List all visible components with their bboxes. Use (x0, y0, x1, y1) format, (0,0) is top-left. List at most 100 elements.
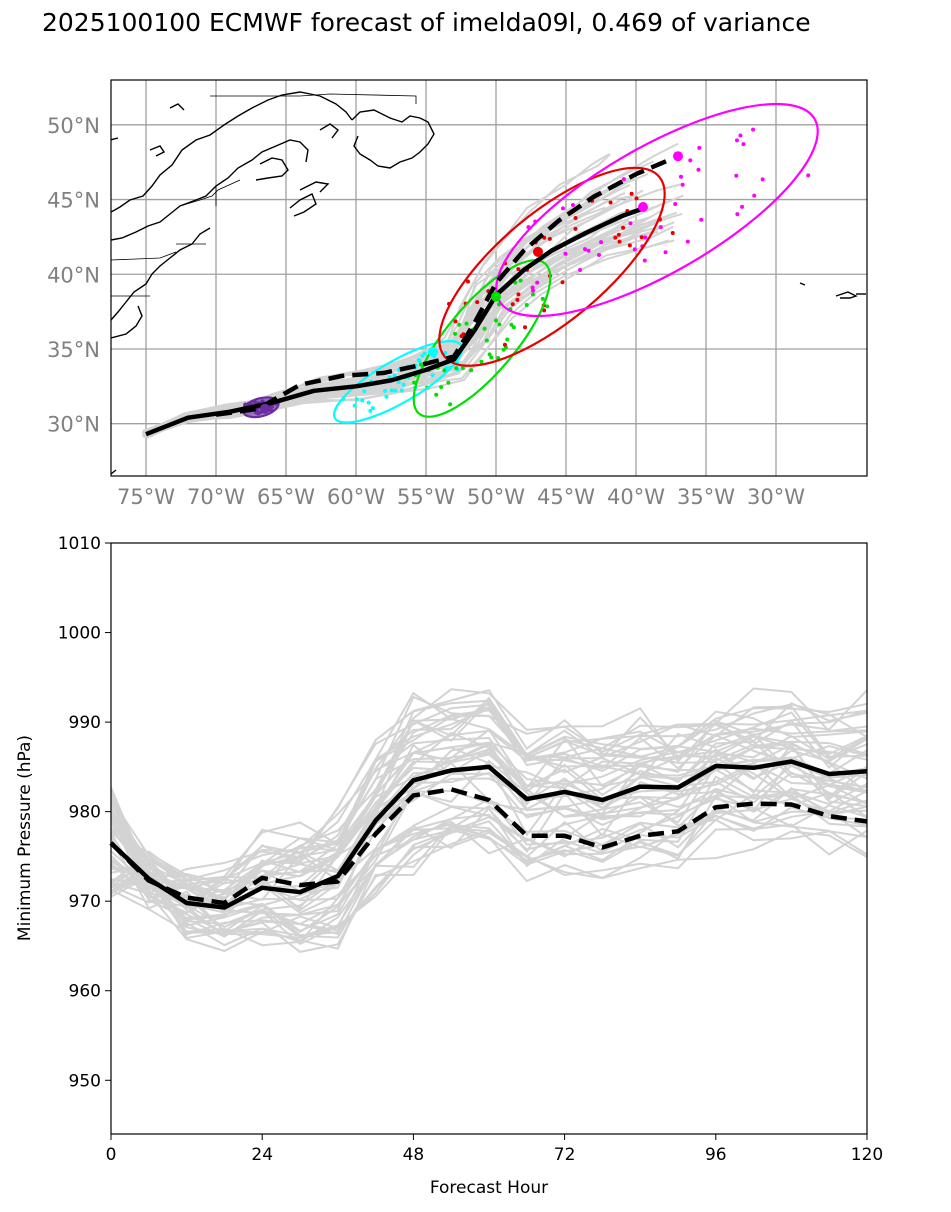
member-position-point (469, 368, 474, 373)
member-position-point (621, 225, 626, 230)
map-lon-tick-label: 40°W (607, 485, 665, 509)
member-pressure-line (110, 768, 868, 939)
member-position-point (658, 225, 663, 230)
state-border (210, 93, 417, 104)
coastline-segment (299, 181, 330, 193)
x-tick-label: 96 (705, 1145, 727, 1165)
y-tick-label: 960 (69, 982, 101, 1002)
map-lat-tick-label: 50°N (47, 114, 100, 138)
member-position-point (673, 201, 678, 206)
member-position-point (547, 236, 552, 241)
member-position-point (509, 322, 514, 327)
member-position-point (570, 203, 575, 208)
member-pressure-line (110, 688, 868, 885)
coastline-segment (289, 193, 317, 217)
coastline-segment (351, 109, 435, 169)
member-position-point (560, 206, 565, 211)
member-position-point (535, 280, 540, 285)
member-pressure-line (110, 709, 868, 902)
member-position-point (523, 325, 528, 330)
member-position-point (628, 221, 633, 226)
member-position-point (484, 338, 489, 343)
member-pressure-line (110, 709, 868, 909)
member-position-point (422, 351, 427, 356)
member-position-point (540, 296, 545, 301)
member-position-point (613, 235, 618, 240)
member-position-point (401, 382, 406, 387)
member-position-point (464, 321, 469, 326)
member-position-point (616, 232, 621, 237)
member-position-point (734, 138, 739, 143)
coastline-segment (319, 123, 339, 139)
member-position-point (751, 127, 756, 132)
coastline-segment (835, 291, 858, 299)
member-position-point (734, 173, 739, 178)
member-position-point (760, 177, 765, 182)
map-lon-tick-label: 55°W (397, 485, 455, 509)
map-lat-tick-label: 35°N (47, 338, 100, 362)
member-position-point (643, 235, 648, 240)
member-pressure-line (110, 736, 868, 894)
member-position-point (501, 347, 506, 352)
pressure-x-ticks: 0 24 48 72 96 120 (106, 1134, 883, 1165)
member-pressure-line (110, 689, 868, 887)
member-position-point (629, 191, 634, 196)
y-tick-label: 980 (69, 803, 101, 823)
member-position-point (516, 267, 521, 272)
member-position-point (362, 389, 367, 394)
member-position-point (417, 359, 422, 364)
track-end-marker (533, 246, 543, 257)
member-position-point (442, 368, 447, 373)
map-lat-tick-label: 30°N (47, 413, 100, 437)
member-position-point (383, 388, 388, 393)
member-position-point (573, 215, 578, 220)
state-border (111, 251, 177, 261)
member-position-point (670, 231, 675, 236)
x-tick-label: 48 (403, 1145, 425, 1165)
mean-track-dashed (215, 157, 672, 417)
member-position-point (384, 394, 389, 399)
coastline-segment (149, 145, 166, 157)
member-position-point (511, 325, 516, 330)
pressure-chart: 0 24 48 72 96 120 950 960 970 980 990 1000 1010 For… (15, 534, 883, 1198)
coastline-segment (111, 305, 143, 339)
member-position-point (453, 319, 458, 324)
x-tick-label: 120 (851, 1145, 883, 1165)
track-end-marker (638, 202, 648, 213)
map-lon-tick-label: 65°W (257, 485, 315, 509)
member-position-point (370, 406, 375, 411)
member-position-point (583, 247, 588, 252)
member-position-point (434, 392, 439, 397)
member-position-point (360, 398, 365, 403)
member-position-point (446, 380, 451, 385)
mean-tracks (145, 157, 672, 437)
y-tick-label: 970 (69, 892, 101, 912)
member-position-point (642, 258, 647, 263)
member-position-point (479, 359, 484, 364)
member-position-point (560, 280, 565, 285)
uncertainty-ellipses (241, 102, 819, 424)
pressure-y-ticks: 950 960 970 980 990 1000 1010 (58, 534, 111, 1091)
member-position-point (573, 226, 578, 231)
member-position-point (366, 400, 371, 405)
track-end-marker (491, 291, 501, 302)
pressure-axes-frame (110, 542, 868, 1135)
member-pressure-line (110, 823, 868, 947)
pressure-x-axis-label: Forecast Hour (430, 1178, 548, 1198)
map-lon-tick-label: 75°W (117, 485, 175, 509)
map-lon-tick-label: 45°W (537, 485, 595, 509)
member-position-point (697, 145, 702, 150)
member-position-point (396, 380, 401, 385)
member-position-point (475, 300, 480, 305)
map-lon-tick-label: 35°W (677, 485, 735, 509)
coastline-segment (111, 227, 211, 321)
member-position-point (586, 248, 591, 253)
coastline-segment (169, 103, 185, 111)
member-position-point (639, 235, 644, 240)
member-position-point (454, 366, 459, 371)
map-lon-tick-label: 60°W (327, 485, 385, 509)
member-position-point (439, 385, 444, 390)
member-position-point (699, 217, 704, 222)
mean-track-solid (145, 206, 644, 437)
